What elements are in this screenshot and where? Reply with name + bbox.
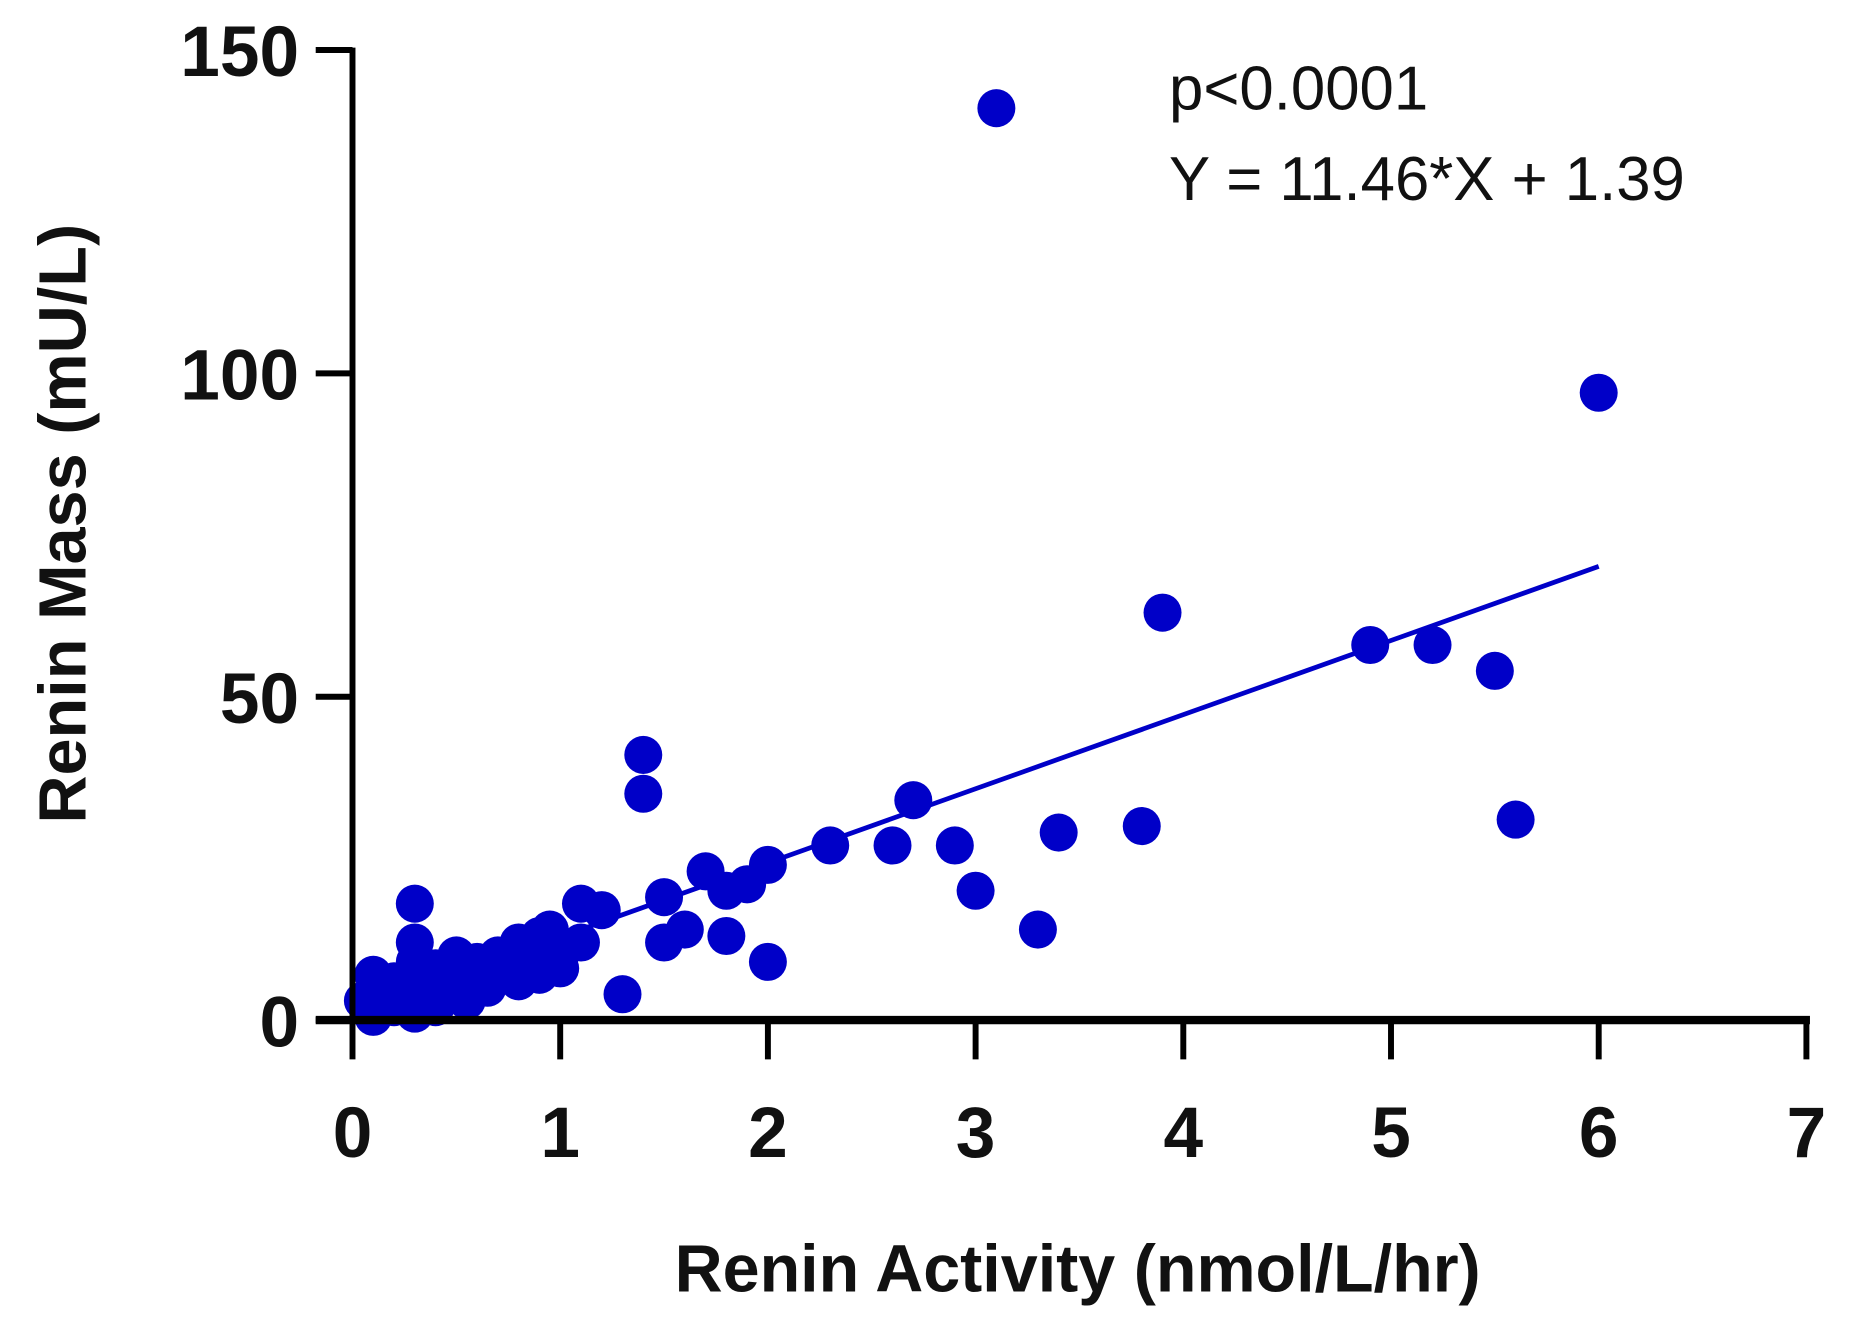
- data-point: [1018, 910, 1057, 949]
- data-point: [748, 942, 787, 981]
- y-tick-label: 50: [220, 659, 299, 739]
- data-point: [1475, 651, 1514, 690]
- data-point: [1122, 807, 1161, 846]
- x-tick-label: 6: [1579, 1093, 1619, 1173]
- x-tick-label: 2: [748, 1093, 788, 1173]
- data-point: [873, 826, 912, 865]
- data-point: [1039, 813, 1078, 852]
- y-tick-label: 100: [180, 335, 299, 415]
- data-point: [603, 975, 642, 1014]
- data-point: [645, 878, 684, 917]
- y-ticks: 0 50 100 150: [180, 12, 353, 1062]
- data-point: [1579, 373, 1618, 412]
- data-point: [624, 774, 663, 813]
- data-point: [977, 89, 1016, 128]
- data-point: [541, 949, 580, 988]
- x-ticks: 0 1 2 3 4 5 6 7: [333, 1020, 1827, 1173]
- regression-line: [559, 564, 1600, 940]
- data-point: [645, 923, 684, 962]
- data-point: [956, 871, 995, 910]
- x-tick-label: 5: [1371, 1093, 1411, 1173]
- x-tick-label: 1: [540, 1093, 580, 1173]
- regression-equation: Y = 11.46*X + 1.39: [1169, 145, 1685, 214]
- x-tick-label: 3: [956, 1093, 996, 1173]
- data-point: [707, 916, 746, 956]
- data-point: [1351, 625, 1390, 665]
- data-point: [1496, 800, 1535, 839]
- data-point: [1143, 593, 1182, 632]
- x-tick-label: 7: [1787, 1093, 1827, 1173]
- p-value-annotation: p<0.0001: [1169, 54, 1428, 123]
- data-point: [1413, 625, 1452, 665]
- y-axis-title: Renin Mass (mU/L): [27, 224, 101, 824]
- data-point: [395, 994, 434, 1033]
- data-points: [343, 89, 1618, 1036]
- data-point: [935, 826, 974, 865]
- y-tick-label: 150: [180, 12, 299, 92]
- data-point: [447, 981, 486, 1020]
- data-point: [624, 735, 663, 774]
- data-point: [510, 942, 549, 981]
- data-point: [395, 884, 434, 923]
- x-tick-label: 4: [1164, 1093, 1204, 1173]
- y-tick-label: 0: [259, 982, 299, 1062]
- data-point: [530, 910, 569, 949]
- x-axis-title: Renin Activity (nmol/L/hr): [675, 1232, 1481, 1306]
- x-tick-label: 0: [333, 1093, 373, 1173]
